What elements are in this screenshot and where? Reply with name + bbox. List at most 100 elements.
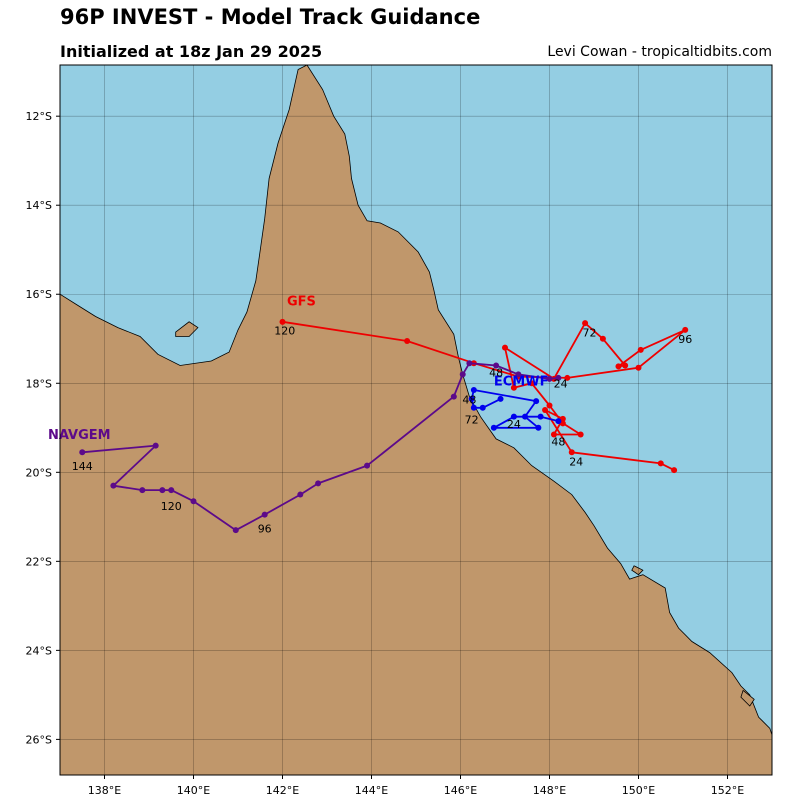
gfs-track-point [510, 384, 517, 391]
navgem-track-point [493, 362, 500, 369]
ecmwf-track-point [555, 418, 562, 425]
lon-tick-label: 146°E [444, 784, 477, 797]
map-subtitle: Initialized at 18z Jan 29 2025 [60, 42, 323, 61]
navgem-forecast-hour-label: 120 [161, 500, 182, 513]
navgem-track-point [110, 482, 117, 489]
gfs-forecast-hour-label: 72 [583, 327, 597, 340]
gfs-track-point [546, 402, 553, 409]
lat-tick-label: 12°S [26, 110, 52, 123]
gfs-track-point [542, 406, 549, 413]
gfs-forecast-hour-label: 120 [274, 324, 295, 337]
gfs-track-point [577, 431, 584, 438]
navgem-track-point [297, 491, 304, 498]
map-title: 96P INVEST - Model Track Guidance [60, 5, 481, 29]
ecmwf-track-point [533, 398, 540, 405]
gfs-track-point [564, 374, 571, 381]
ecmwf-forecast-hour-label: 72 [465, 413, 479, 426]
navgem-track-point [261, 511, 268, 518]
navgem-forecast-hour-label: 24 [554, 378, 568, 391]
gfs-track-point [657, 460, 664, 467]
credit-text: Levi Cowan - tropicaltidbits.com [547, 44, 772, 60]
land-layer [60, 65, 772, 775]
navgem-track-point [466, 360, 473, 367]
gfs-track-point [622, 362, 629, 369]
island [740, 689, 755, 707]
gfs-track-point [559, 420, 566, 427]
gfs-track-point [635, 364, 642, 371]
lon-tick-label: 142°E [266, 784, 299, 797]
gfs-track-point [599, 335, 606, 342]
gfs-track-point [637, 346, 644, 353]
navgem-track-point [546, 375, 553, 382]
navgem-track-point [168, 487, 175, 494]
gfs-track [279, 318, 689, 474]
navgem-track-point [139, 487, 146, 494]
navgem-track-point [79, 449, 86, 456]
map-frame [59, 64, 773, 776]
ecmwf-track-point [537, 413, 544, 420]
lon-tick-label: 140°E [177, 784, 210, 797]
navgem-track-point [315, 480, 322, 487]
lon-tick-label: 152°E [711, 784, 744, 797]
navgem-track-point [159, 487, 166, 494]
gfs-track-point [404, 337, 411, 344]
lon-tick-label: 138°E [88, 784, 121, 797]
ecmwf-track-point [522, 413, 529, 420]
gridlines [60, 65, 772, 775]
navgem-forecast-hour-label: 96 [258, 522, 272, 535]
lon-tick-label: 150°E [622, 784, 655, 797]
navgem-track-point [459, 371, 466, 378]
ecmwf-model-label: ECMWF [494, 375, 549, 390]
ecmwf-track [468, 386, 562, 431]
tracks-layer [79, 318, 689, 534]
ecmwf-forecast-hour-label: 48 [462, 393, 476, 406]
ecmwf-track-point [490, 424, 497, 431]
navgem-forecast-hour-label: 48 [489, 367, 503, 380]
ecmwf-forecast-hour-label: 24 [507, 418, 521, 431]
lat-tick-label: 14°S [26, 199, 52, 212]
gfs-forecast-hour-label: 48 [551, 436, 565, 449]
gfs-track-point [568, 449, 575, 456]
gfs-track-point [528, 380, 535, 387]
ecmwf-track-point [510, 413, 517, 420]
ecmwf-track-point [468, 395, 475, 402]
gfs-track-point [671, 467, 678, 474]
navgem-track-point [152, 442, 159, 449]
australia-landmass [60, 65, 772, 775]
lat-tick-label: 22°S [26, 555, 52, 568]
gfs-track-point [682, 326, 689, 333]
lat-tick-label: 26°S [26, 733, 52, 746]
gfs-model-label: GFS [287, 294, 316, 309]
navgem-track-point [515, 371, 522, 378]
navgem-track-point [364, 462, 371, 469]
navgem-track-point [190, 498, 197, 505]
lat-tick-label: 18°S [26, 377, 52, 390]
gfs-track-point [279, 318, 286, 325]
lat-tick-label: 24°S [26, 644, 52, 657]
axis-ticks: 138°E 140°E 142°E 144°E 146°E 148°E 150°E 152°E… [26, 110, 745, 797]
labels-layer: GFS 120 72 96 48 24 ECMWF 24 48 72 NAVGEM 24 48 96 120… [48, 294, 692, 535]
gfs-track-point [582, 320, 589, 327]
navgem-forecast-hour-label: 144 [72, 460, 93, 473]
navgem-track-point [232, 527, 239, 534]
navgem-track [79, 360, 562, 534]
lat-tick-label: 16°S [26, 288, 52, 301]
gfs-forecast-hour-label: 96 [678, 333, 692, 346]
ecmwf-track-point [470, 386, 477, 393]
ecmwf-track-point [535, 424, 542, 431]
gfs-track-point [615, 363, 622, 370]
gfs-track-point [550, 431, 557, 438]
gfs-track-point [502, 344, 508, 351]
navgem-track-point [555, 374, 562, 381]
ecmwf-track-point [479, 404, 486, 411]
island [631, 565, 644, 576]
lat-tick-label: 20°S [26, 466, 52, 479]
gfs-forecast-hour-label: 24 [569, 456, 583, 469]
lon-tick-label: 148°E [533, 784, 566, 797]
navgem-model-label: NAVGEM [48, 428, 111, 443]
lon-tick-label: 144°E [355, 784, 388, 797]
ecmwf-track-point [470, 404, 477, 411]
gfs-track-point [559, 415, 566, 422]
navgem-track-point [450, 393, 457, 400]
